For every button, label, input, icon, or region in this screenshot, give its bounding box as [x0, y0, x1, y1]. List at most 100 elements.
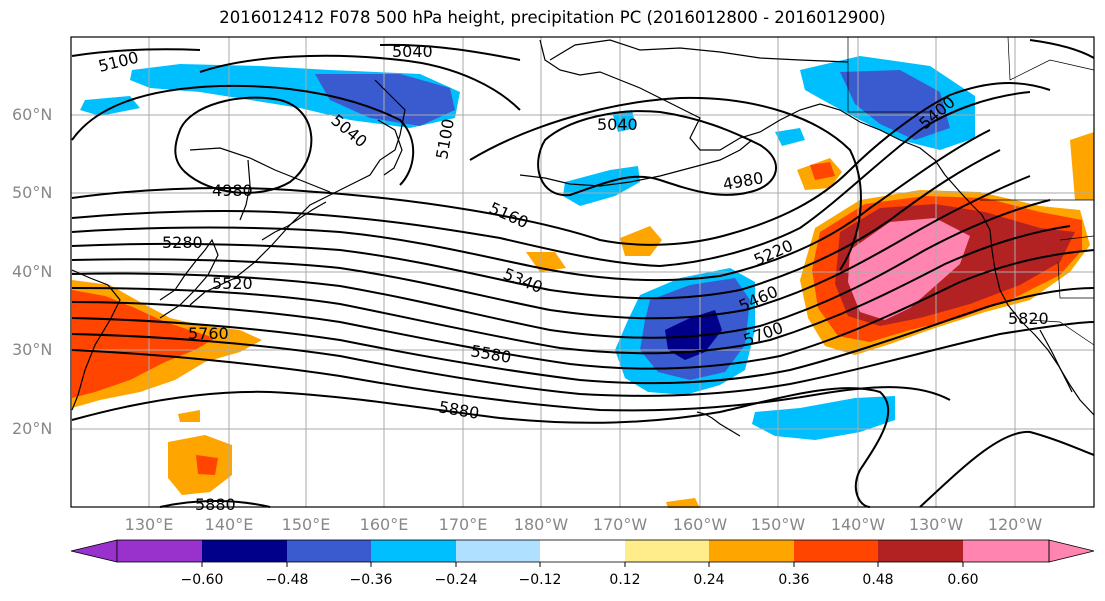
colorbar-tick-label: 0.12: [609, 572, 641, 588]
contour-line: [71, 149, 1001, 300]
figure-title: 2016012412 F078 500 hPa height, precipit…: [219, 8, 886, 27]
precip-blob: [810, 162, 835, 180]
contour-label: 5280: [162, 233, 203, 252]
lat-label-60n: 60°N: [12, 105, 53, 124]
colorbar-swatch: [709, 540, 794, 562]
contour-line: [71, 91, 1031, 268]
lon-label: 140°E: [204, 515, 254, 534]
contour-label: 5100: [432, 117, 458, 160]
precip-blob: [620, 226, 662, 256]
lon-label: 130°W: [908, 515, 964, 534]
lon-label: 150°W: [750, 515, 806, 534]
lon-label: 120°W: [987, 515, 1043, 534]
contour-line: [71, 84, 415, 186]
contour-line: [71, 287, 1095, 385]
contour-line: [71, 129, 991, 282]
colorbar-swatch: [878, 540, 963, 562]
precip-shading: [72, 56, 1094, 508]
contour-line: [159, 499, 271, 508]
map-frame: [70, 36, 1095, 508]
contour-line: [537, 110, 777, 197]
contour-line: [174, 96, 313, 194]
lon-label: 160°W: [672, 515, 728, 534]
lon-label: 170°E: [438, 515, 488, 534]
lat-label-40n: 40°N: [12, 262, 53, 281]
colorbar-swatch: [625, 540, 709, 562]
precip-blob: [72, 290, 215, 398]
precip-blob: [178, 410, 200, 422]
contour-label: 5520: [212, 274, 253, 293]
colorbar-extend-high: [1048, 539, 1095, 563]
precip-blob: [666, 498, 700, 508]
contour-label: 5760: [188, 324, 229, 343]
colorbar-tick-label: 0.36: [778, 572, 810, 588]
coast-japan: [159, 238, 219, 319]
contour-line: [71, 387, 890, 508]
colorbar-tick-label: −0.36: [349, 572, 393, 588]
colorbar-frame: [116, 539, 1050, 563]
coast-alaska: [539, 39, 946, 176]
precip-blob: [196, 455, 218, 475]
colorbar-extend-low: [70, 539, 118, 563]
borders: [847, 36, 1095, 346]
height-contours: [71, 39, 1095, 508]
colorbar-tick-label: −0.60: [180, 572, 224, 588]
contour-line: [379, 43, 521, 61]
lon-label: 180°W: [513, 515, 569, 534]
precip-blob: [840, 70, 950, 140]
colorbar-swatch: [287, 540, 371, 562]
colorbar-swatch: [963, 540, 1049, 562]
precip-blob: [315, 74, 455, 126]
contour-line: [71, 225, 1071, 355]
contour-line: [71, 175, 1031, 320]
colorbar-tick-label: 0.60: [947, 572, 979, 588]
contour-line: [199, 54, 521, 111]
coast-kurils: [261, 201, 327, 241]
lat-label-50n: 50°N: [12, 183, 53, 202]
colorbar-tick-label: 0.24: [693, 572, 725, 588]
precip-blob: [752, 396, 895, 440]
colorbar-swatch: [202, 540, 287, 562]
colorbar-tick-label: −0.24: [434, 572, 478, 588]
contour-label: 5160: [486, 198, 531, 232]
colorbar-tick-label: −0.48: [265, 572, 309, 588]
contour-label: 5880: [437, 397, 480, 423]
contour-label: 5040: [392, 42, 433, 61]
colorbar-swatch: [540, 540, 625, 562]
colorbar-tick-label: 0.48: [862, 572, 894, 588]
colorbar-swatch: [794, 540, 878, 562]
colorbar: [70, 539, 1095, 567]
lon-label: 130°E: [124, 515, 174, 534]
colorbar-tick-label: −0.12: [518, 572, 562, 588]
coast-kamchatka: [377, 119, 403, 176]
colorbar-swatch: [117, 540, 202, 562]
contour-line: [1029, 39, 1095, 59]
contour-line: [469, 96, 862, 271]
gridlines: [71, 37, 1094, 507]
contour-label: 4980: [212, 181, 253, 200]
coast-baja: [1039, 329, 1073, 393]
precip-blob: [1070, 132, 1094, 200]
lat-label-30n: 30°N: [12, 340, 53, 359]
lon-label: 150°E: [281, 515, 331, 534]
contour-line: [71, 321, 1095, 397]
lon-label: 160°E: [359, 515, 409, 534]
colorbar-swatch: [371, 540, 456, 562]
contour-line: [919, 430, 1095, 508]
contour-label: 5820: [1008, 309, 1049, 328]
coast-okhotsk: [189, 147, 331, 193]
coast-alaska-north: [549, 39, 849, 63]
contour-label: 5580: [469, 341, 512, 367]
lon-label: 140°W: [830, 515, 886, 534]
contour-label: 5880: [195, 495, 236, 514]
lon-label: 170°W: [592, 515, 648, 534]
coast-sakhalin: [239, 159, 251, 221]
lat-label-20n: 20°N: [12, 419, 53, 438]
contour-label: 5040: [597, 115, 638, 134]
contour-line: [71, 249, 1095, 370]
precip-blob: [526, 252, 566, 272]
colorbar-swatch: [456, 540, 540, 562]
contour-line: [71, 199, 1051, 339]
contour-line: [71, 82, 1051, 246]
